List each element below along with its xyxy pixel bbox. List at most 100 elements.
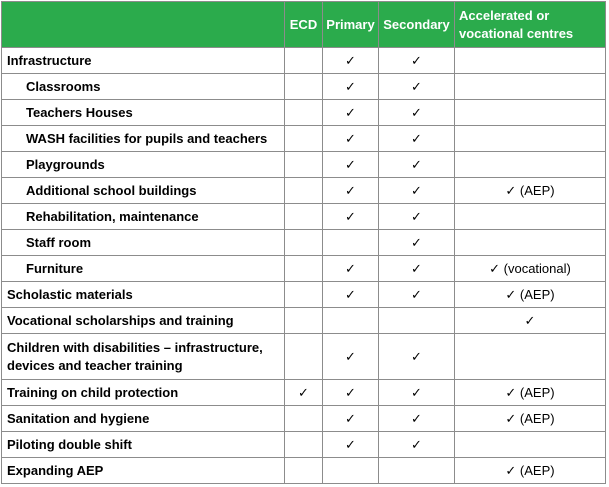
- cell-secondary: ✓: [378, 431, 455, 458]
- row-label: Training on child protection: [1, 379, 285, 406]
- row-label: Playgrounds: [1, 151, 285, 178]
- cell-ecd: ✓: [284, 379, 323, 406]
- row-label: Rehabilitation, maintenance: [1, 203, 285, 230]
- row-label: Additional school buildings: [1, 177, 285, 204]
- header-accelerated: Accelerated or vocational centres: [454, 1, 606, 48]
- table-body: Infrastructure ✓ ✓ Classrooms ✓ ✓ Teachers Hou…: [1, 47, 606, 484]
- table-row: Classrooms ✓ ✓: [1, 73, 606, 100]
- row-label: Vocational scholarships and training: [1, 307, 285, 334]
- cell-accelerated: [454, 151, 606, 178]
- cell-primary: ✓: [322, 333, 379, 380]
- table-row: Vocational scholarships and training ✓: [1, 307, 606, 334]
- cell-ecd: [284, 99, 323, 126]
- table-row: Teachers Houses ✓ ✓: [1, 99, 606, 126]
- row-label: Furniture: [1, 255, 285, 282]
- table-row: Rehabilitation, maintenance ✓ ✓: [1, 203, 606, 230]
- cell-secondary: ✓: [378, 379, 455, 406]
- cell-ecd: [284, 47, 323, 74]
- cell-ecd: [284, 203, 323, 230]
- row-label: Piloting double shift: [1, 431, 285, 458]
- row-label: Children with disabilities – infrastruct…: [1, 333, 285, 380]
- cell-accelerated: ✓ (AEP): [454, 177, 606, 204]
- cell-secondary: [378, 307, 455, 334]
- cell-ecd: [284, 281, 323, 308]
- table-row: Scholastic materials ✓ ✓ ✓ (AEP): [1, 281, 606, 308]
- cell-secondary: ✓: [378, 125, 455, 152]
- cell-accelerated: ✓ (vocational): [454, 255, 606, 282]
- cell-primary: ✓: [322, 203, 379, 230]
- table-row: Expanding AEP ✓ (AEP): [1, 457, 606, 484]
- cell-secondary: ✓: [378, 333, 455, 380]
- header-row: ECD Primary Secondary Accelerated or voc…: [1, 1, 606, 48]
- cell-accelerated: ✓ (AEP): [454, 457, 606, 484]
- row-label: Scholastic materials: [1, 281, 285, 308]
- cell-secondary: ✓: [378, 47, 455, 74]
- cell-secondary: ✓: [378, 151, 455, 178]
- cell-primary: [322, 457, 379, 484]
- cell-ecd: [284, 229, 323, 256]
- row-label: Teachers Houses: [1, 99, 285, 126]
- cell-secondary: ✓: [378, 203, 455, 230]
- cell-accelerated: [454, 47, 606, 74]
- cell-accelerated: [454, 125, 606, 152]
- cell-accelerated: ✓ (AEP): [454, 379, 606, 406]
- cell-primary: ✓: [322, 431, 379, 458]
- cell-ecd: [284, 73, 323, 100]
- cell-primary: ✓: [322, 379, 379, 406]
- cell-primary: ✓: [322, 255, 379, 282]
- cell-secondary: ✓: [378, 281, 455, 308]
- cell-accelerated: [454, 431, 606, 458]
- table-row: Sanitation and hygiene ✓ ✓ ✓ (AEP): [1, 405, 606, 432]
- header-blank: [1, 1, 285, 48]
- cell-accelerated: [454, 99, 606, 126]
- cell-accelerated: ✓: [454, 307, 606, 334]
- row-label: Classrooms: [1, 73, 285, 100]
- cell-primary: ✓: [322, 47, 379, 74]
- cell-secondary: [378, 457, 455, 484]
- cell-ecd: [284, 307, 323, 334]
- row-label: Sanitation and hygiene: [1, 405, 285, 432]
- cell-ecd: [284, 125, 323, 152]
- table-row: Children with disabilities – infrastruct…: [1, 333, 606, 380]
- row-label: Staff room: [1, 229, 285, 256]
- cell-primary: [322, 229, 379, 256]
- header-secondary: Secondary: [378, 1, 455, 48]
- cell-secondary: ✓: [378, 99, 455, 126]
- table-row: WASH facilities for pupils and teachers ✓…: [1, 125, 606, 152]
- cell-accelerated: ✓ (AEP): [454, 281, 606, 308]
- cell-secondary: ✓: [378, 229, 455, 256]
- cell-primary: ✓: [322, 73, 379, 100]
- cell-secondary: ✓: [378, 405, 455, 432]
- table-row: Piloting double shift ✓ ✓: [1, 431, 606, 458]
- cell-primary: ✓: [322, 125, 379, 152]
- cell-ecd: [284, 431, 323, 458]
- table-row: Furniture ✓ ✓ ✓ (vocational): [1, 255, 606, 282]
- cell-accelerated: [454, 333, 606, 380]
- cell-primary: [322, 307, 379, 334]
- cell-accelerated: [454, 73, 606, 100]
- cell-secondary: ✓: [378, 73, 455, 100]
- table-row: Training on child protection ✓ ✓ ✓ ✓ (AEP): [1, 379, 606, 406]
- table-row: Playgrounds ✓ ✓: [1, 151, 606, 178]
- header-primary: Primary: [322, 1, 379, 48]
- cell-ecd: [284, 457, 323, 484]
- header-ecd: ECD: [284, 1, 323, 48]
- table-row: Infrastructure ✓ ✓: [1, 47, 606, 74]
- cell-accelerated: [454, 203, 606, 230]
- cell-ecd: [284, 151, 323, 178]
- cell-ecd: [284, 333, 323, 380]
- row-label: Infrastructure: [1, 47, 285, 74]
- cell-primary: ✓: [322, 281, 379, 308]
- row-label: Expanding AEP: [1, 457, 285, 484]
- cell-secondary: ✓: [378, 177, 455, 204]
- cell-ecd: [284, 177, 323, 204]
- cell-accelerated: ✓ (AEP): [454, 405, 606, 432]
- table-row: Additional school buildings ✓ ✓ ✓ (AEP): [1, 177, 606, 204]
- cell-accelerated: [454, 229, 606, 256]
- cell-primary: ✓: [322, 177, 379, 204]
- cell-ecd: [284, 255, 323, 282]
- cell-secondary: ✓: [378, 255, 455, 282]
- cell-primary: ✓: [322, 151, 379, 178]
- table-row: Staff room ✓: [1, 229, 606, 256]
